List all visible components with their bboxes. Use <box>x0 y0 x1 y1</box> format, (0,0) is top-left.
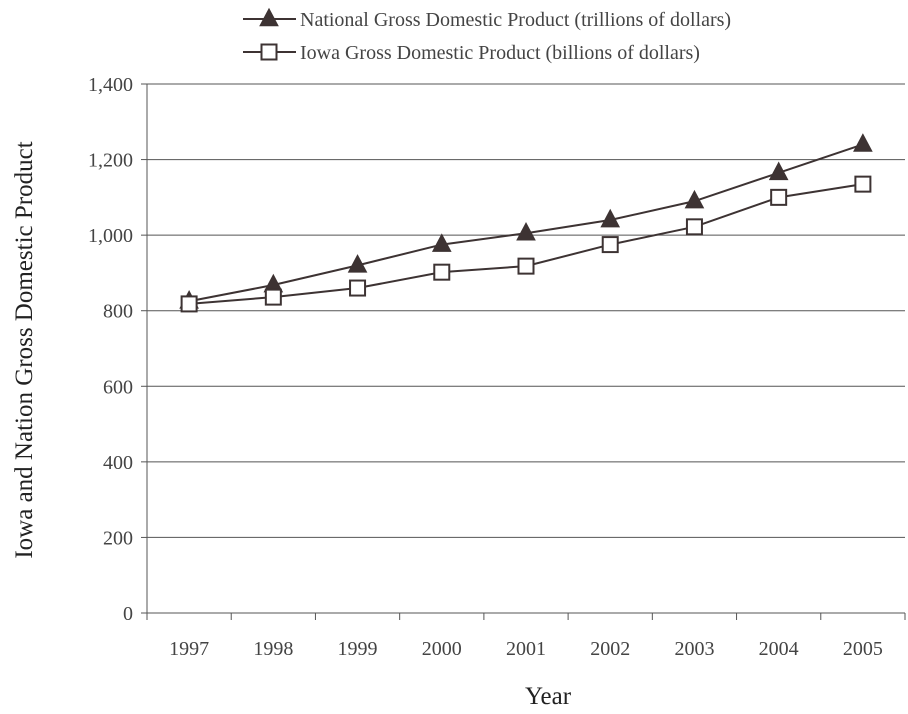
legend-item-1: Iowa Gross Domestic Product (billions of… <box>243 42 700 64</box>
legend-item-0: National Gross Domestic Product (trillio… <box>243 7 731 31</box>
y-tick-label: 1,200 <box>88 150 133 172</box>
data-point-square <box>264 288 282 306</box>
legend-marker-triangle <box>259 7 279 27</box>
series-lines <box>179 133 873 313</box>
y-tick-label: 1,000 <box>88 225 133 247</box>
legend-marker-square <box>260 43 278 61</box>
data-point-triangle <box>684 189 705 209</box>
legend: National Gross Domestic Product (trillio… <box>243 7 731 64</box>
data-point-triangle <box>853 133 873 152</box>
data-point-triangle <box>431 233 452 252</box>
y-tick-label: 200 <box>103 527 133 549</box>
x-tick-label: 2002 <box>590 638 630 660</box>
x-axis-title: Year <box>525 683 572 709</box>
y-axis-title: Iowa and Nation Gross Domestic Product <box>11 141 38 558</box>
data-point-square <box>770 188 788 206</box>
data-point-square <box>517 257 535 275</box>
y-tick-label: 400 <box>103 452 133 474</box>
data-point-triangle <box>768 161 789 181</box>
x-tick-label: 2001 <box>506 638 546 660</box>
data-point-triangle <box>516 221 536 241</box>
data-point-square <box>601 236 619 254</box>
data-point-triangle <box>600 208 621 228</box>
data-point-square <box>685 218 703 236</box>
gridlines <box>147 83 905 614</box>
legend-label: Iowa Gross Domestic Product (billions of… <box>300 42 700 64</box>
y-tick-label: 0 <box>123 603 133 625</box>
data-point-triangle <box>347 254 368 273</box>
x-tick-label: 1998 <box>253 638 293 660</box>
x-tick-label: 1999 <box>338 638 378 660</box>
data-point-square <box>854 175 872 193</box>
series-line-1 <box>189 183 864 305</box>
legend-label: National Gross Domestic Product (trillio… <box>300 9 731 31</box>
x-tick-label: 2004 <box>759 638 799 660</box>
data-point-square <box>433 263 451 281</box>
y-tick-label: 800 <box>103 301 133 323</box>
y-tick-label: 600 <box>103 376 133 398</box>
x-tick-label: 2000 <box>422 638 462 660</box>
x-tick-label: 1997 <box>169 638 209 660</box>
data-point-square <box>349 279 367 297</box>
axes: 0 200 400 600 800 1,000 1,200 1,400 1997 1998 1999… <box>88 74 906 660</box>
y-tick-label: 1,400 <box>88 74 133 96</box>
x-tick-label: 2005 <box>843 638 883 660</box>
series-markers-1 <box>180 175 872 313</box>
x-tick-label: 2003 <box>674 638 714 660</box>
data-point-square <box>180 295 198 313</box>
